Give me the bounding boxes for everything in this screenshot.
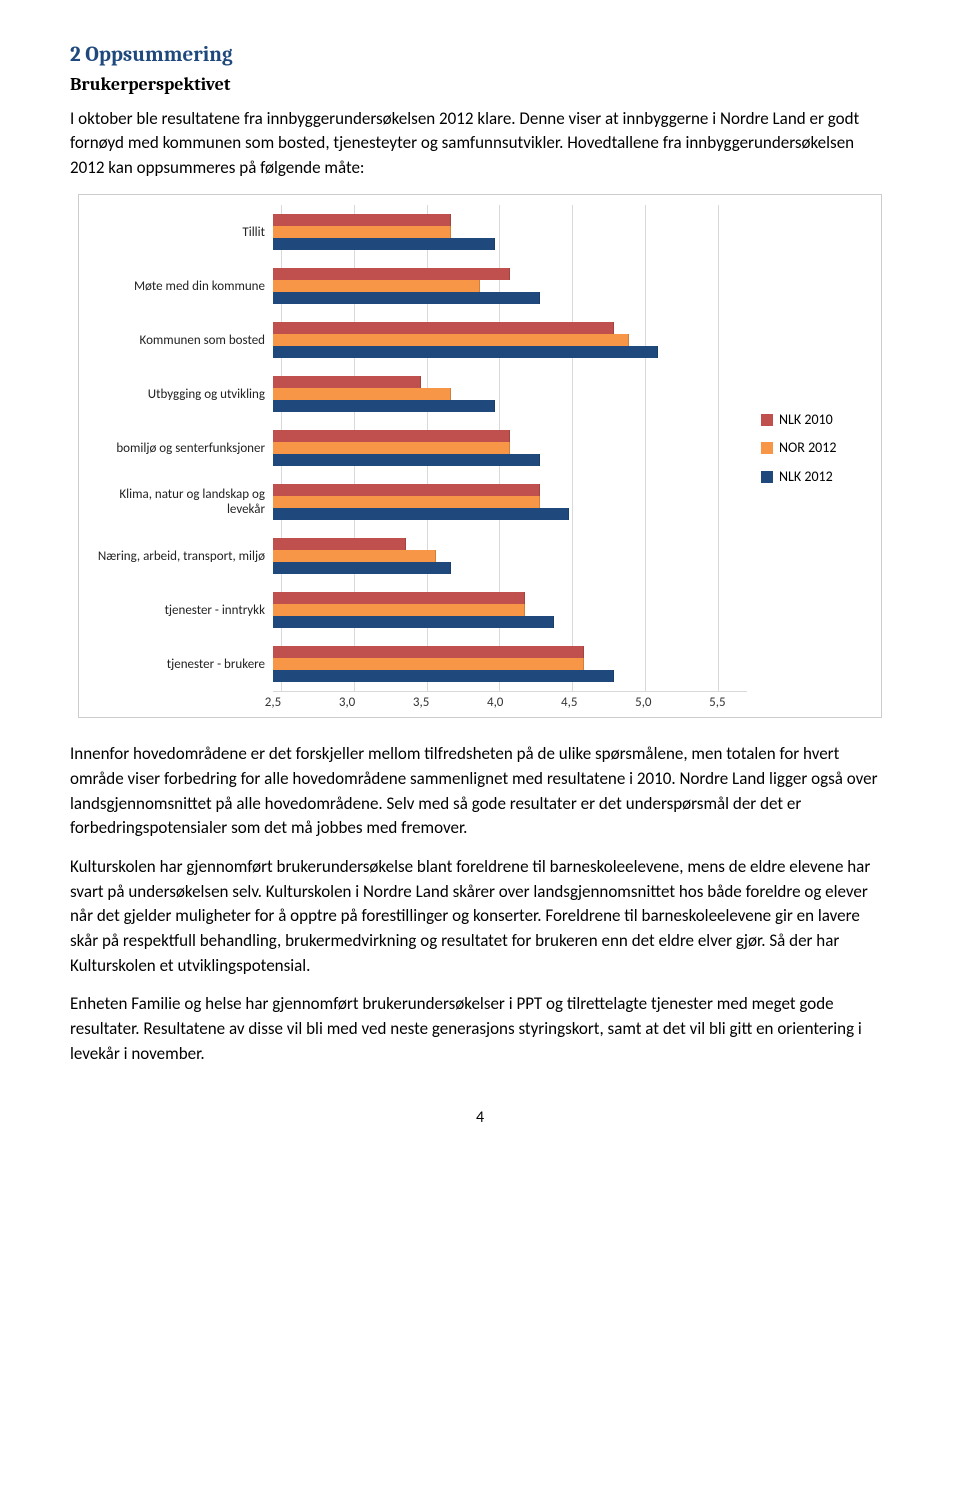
category-label: Klima, natur og landskap og levekår	[93, 487, 273, 518]
bar	[273, 616, 554, 628]
legend-label: NOR 2012	[779, 438, 836, 458]
x-tick-label: 2,5	[265, 694, 281, 713]
bar	[273, 508, 569, 520]
chart-category-row: tjenester - brukere	[93, 637, 747, 691]
legend-item: NLK 2012	[761, 467, 867, 487]
x-tick-label: 5,5	[709, 694, 725, 713]
chart-plot-area: Tillit Møte med din kommune Kommunen som b…	[93, 205, 747, 691]
legend-label: NLK 2010	[779, 410, 833, 430]
category-label: Møte med din kommune	[93, 279, 273, 295]
category-bars	[273, 475, 747, 529]
bar	[273, 334, 629, 346]
category-bars	[273, 637, 747, 691]
category-label: Tillit	[93, 225, 273, 241]
bar	[273, 346, 658, 358]
bar	[273, 592, 525, 604]
bar	[273, 562, 451, 574]
category-bars	[273, 205, 747, 259]
bar	[273, 442, 510, 454]
bar	[273, 646, 584, 658]
bar	[273, 658, 584, 670]
bar	[273, 268, 510, 280]
bar	[273, 388, 451, 400]
section-title: 2 Oppsummering	[70, 40, 890, 70]
category-label: Næring, arbeid, transport, miljø	[93, 549, 273, 565]
legend-swatch	[761, 414, 773, 426]
bar	[273, 604, 525, 616]
bar	[273, 226, 451, 238]
category-bars	[273, 583, 747, 637]
bar	[273, 454, 540, 466]
category-bars	[273, 259, 747, 313]
chart-category-row: tjenester - inntrykk	[93, 583, 747, 637]
bar	[273, 538, 406, 550]
bar	[273, 550, 436, 562]
paragraph-1: I oktober ble resultatene fra innbyggeru…	[70, 107, 890, 181]
chart-category-row: bomiljø og senterfunksjoner	[93, 421, 747, 475]
legend-item: NOR 2012	[761, 438, 867, 458]
chart-x-axis: 2,5 3,0 3,5 4,0 4,5 5,0 5,5	[93, 691, 867, 713]
x-tick-label: 3,5	[413, 694, 429, 713]
category-label: Utbygging og utvikling	[93, 387, 273, 403]
paragraph-3: Kulturskolen har gjennomført brukerunder…	[70, 855, 890, 978]
bar	[273, 484, 540, 496]
bar	[273, 670, 614, 682]
legend-item: NLK 2010	[761, 410, 867, 430]
page-number: 4	[70, 1106, 890, 1129]
chart-category-row: Kommunen som bosted	[93, 313, 747, 367]
paragraph-4: Enheten Familie og helse har gjennomført…	[70, 992, 890, 1066]
paragraph-2: Innenfor hovedområdene er det forskjelle…	[70, 742, 890, 841]
bar	[273, 322, 614, 334]
category-bars	[273, 421, 747, 475]
category-label: tjenester - inntrykk	[93, 603, 273, 619]
legend-swatch	[761, 442, 773, 454]
x-tick-label: 4,0	[487, 694, 503, 713]
category-label: Kommunen som bosted	[93, 333, 273, 349]
chart-legend: NLK 2010 NOR 2012 NLK 2012	[747, 205, 867, 691]
x-tick-label: 4,5	[561, 694, 577, 713]
legend-label: NLK 2012	[779, 467, 833, 487]
bar	[273, 292, 540, 304]
chart-category-row: Møte med din kommune	[93, 259, 747, 313]
chart-category-row: Utbygging og utvikling	[93, 367, 747, 421]
category-label: tjenester - brukere	[93, 657, 273, 673]
bar	[273, 496, 540, 508]
bar	[273, 280, 480, 292]
category-bars	[273, 529, 747, 583]
bar	[273, 214, 451, 226]
category-label: bomiljø og senterfunksjoner	[93, 441, 273, 457]
x-tick-label: 3,0	[339, 694, 355, 713]
x-tick-label: 5,0	[635, 694, 651, 713]
chart-category-row: Næring, arbeid, transport, miljø	[93, 529, 747, 583]
chart-category-row: Tillit	[93, 205, 747, 259]
survey-chart: Tillit Møte med din kommune Kommunen som b…	[78, 194, 882, 718]
chart-category-row: Klima, natur og landskap og levekår	[93, 475, 747, 529]
category-bars	[273, 367, 747, 421]
category-bars	[273, 313, 747, 367]
bar	[273, 400, 495, 412]
bar	[273, 430, 510, 442]
legend-swatch	[761, 471, 773, 483]
section-subtitle: Brukerperspektivet	[70, 72, 890, 98]
bar	[273, 238, 495, 250]
bar	[273, 376, 421, 388]
